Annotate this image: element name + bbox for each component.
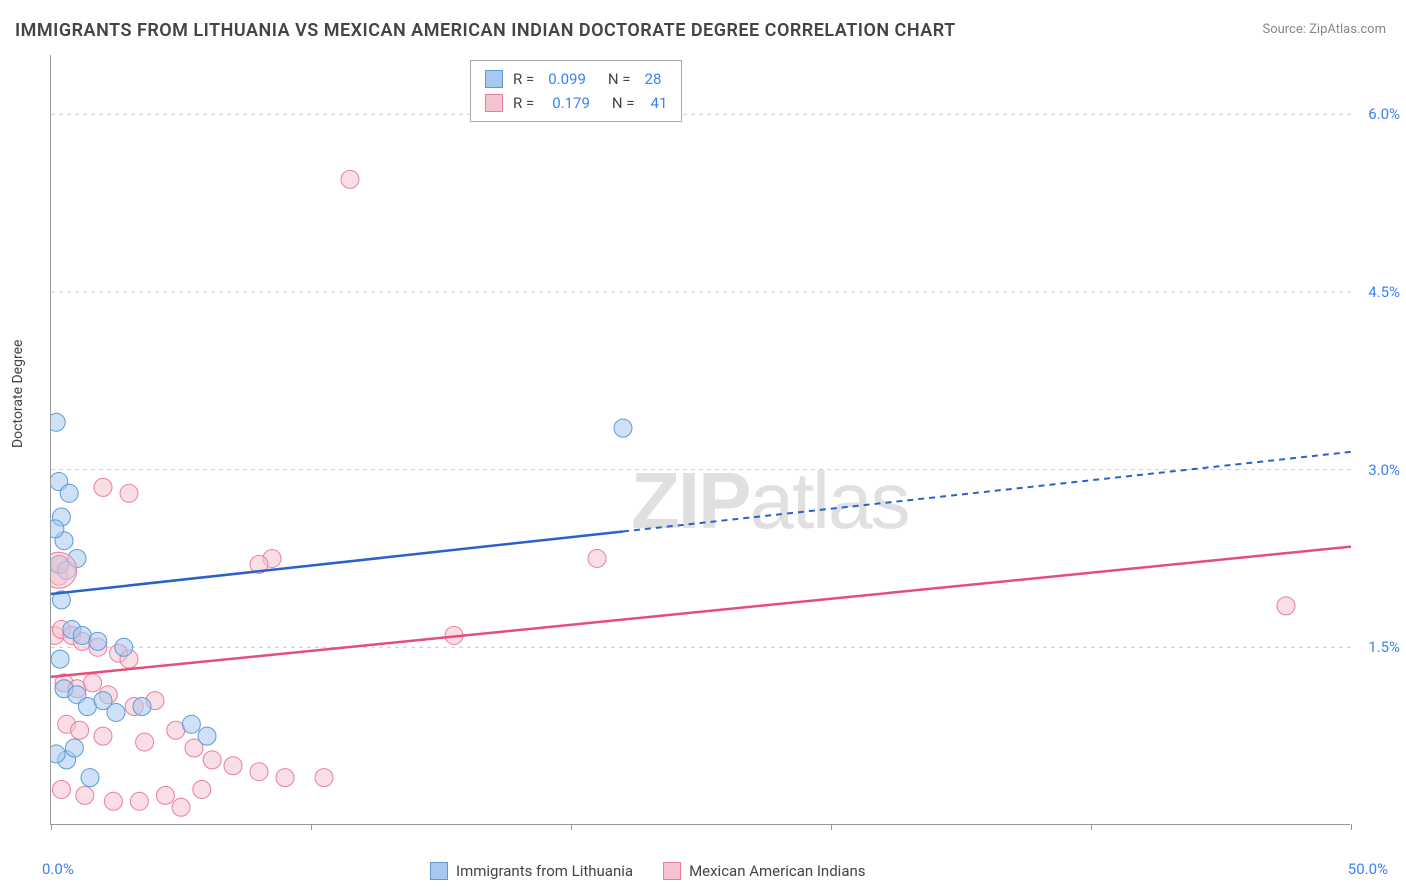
chart-title: IMMIGRANTS FROM LITHUANIA VS MEXICAN AME…	[15, 20, 956, 41]
legend-swatch-1	[485, 70, 503, 88]
series-2-name: Mexican American Indians	[689, 862, 865, 880]
n-value-1: 28	[645, 67, 662, 91]
x-tick	[831, 824, 832, 830]
r-value-2: 0.179	[552, 91, 590, 115]
n-label-2: N =	[612, 91, 635, 115]
y-tick-label: 3.0%	[1355, 461, 1400, 479]
y-axis-label: Doctorate Degree	[10, 340, 26, 448]
legend-swatch-series-2	[663, 862, 681, 880]
series-legend: Immigrants from Lithuania Mexican Americ…	[430, 862, 866, 880]
n-label-1: N =	[608, 67, 631, 91]
legend-row-2: R = 0.179 N = 41	[485, 91, 667, 115]
x-tick	[1091, 824, 1092, 830]
legend-item-1: Immigrants from Lithuania	[430, 862, 633, 880]
legend-swatch-2	[485, 94, 503, 112]
plot-area: ZIPatlas 1.5%3.0%4.5%6.0%	[50, 55, 1350, 825]
legend-row-1: R = 0.099 N = 28	[485, 67, 667, 91]
legend-item-2: Mexican American Indians	[663, 862, 865, 880]
r-label-1: R =	[513, 67, 534, 91]
x-tick	[311, 824, 312, 830]
n-value-2: 41	[651, 91, 668, 115]
legend-swatch-series-1	[430, 862, 448, 880]
r-label-2: R =	[513, 91, 534, 115]
x-tick	[51, 824, 52, 830]
series-1-name: Immigrants from Lithuania	[456, 862, 633, 880]
y-tick-label: 4.5%	[1355, 283, 1400, 301]
x-tick	[571, 824, 572, 830]
correlation-legend: R = 0.099 N = 28 R = 0.179 N = 41	[470, 60, 682, 122]
chart-container: IMMIGRANTS FROM LITHUANIA VS MEXICAN AME…	[0, 0, 1406, 892]
y-tick-label: 6.0%	[1355, 105, 1400, 123]
x-tick-50: 50.0%	[1348, 860, 1388, 878]
y-tick-label: 1.5%	[1355, 638, 1400, 656]
source-attribution: Source: ZipAtlas.com	[1262, 22, 1386, 37]
x-tick-0: 0.0%	[42, 860, 74, 878]
x-tick	[1351, 824, 1352, 830]
r-value-1: 0.099	[548, 67, 586, 91]
plot-svg	[51, 55, 1351, 825]
